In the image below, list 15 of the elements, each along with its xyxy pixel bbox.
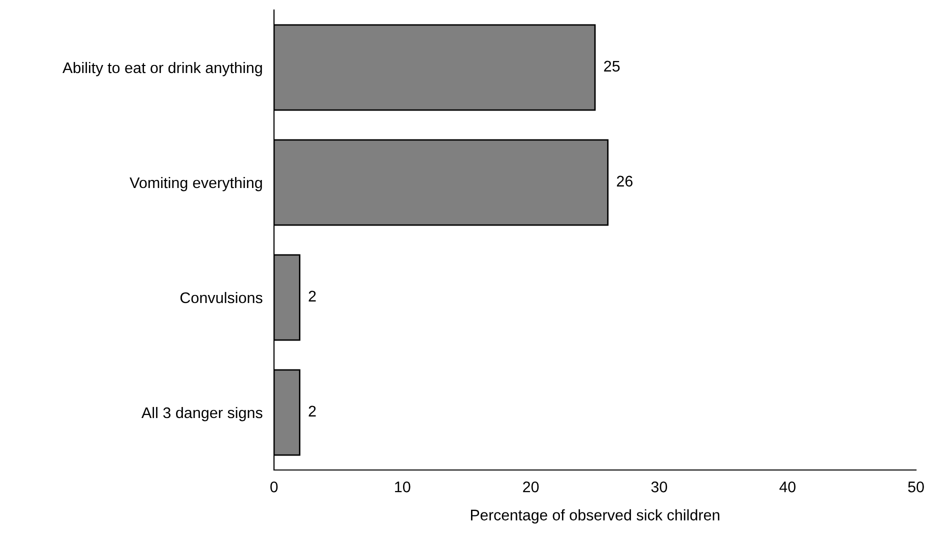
y-tick-label: Vomiting everything: [130, 176, 262, 192]
x-tick-label: 40: [779, 482, 796, 492]
x-tick-label: 20: [523, 482, 539, 492]
data-label: 25: [604, 60, 620, 72]
y-tick-label: Ability to eat or drink anything: [62, 62, 262, 76]
data-label: 26: [616, 176, 632, 187]
y-tick-label: All 3 danger signs: [141, 406, 262, 422]
data-label: 2: [308, 290, 316, 302]
x-tick-label: 30: [651, 482, 668, 492]
x-axis-title: Percentage of observed sick children: [471, 509, 720, 524]
data-label: 2: [308, 406, 316, 416]
x-tick-label: 50: [908, 482, 924, 492]
x-tick-label: 0: [270, 482, 278, 492]
x-tick-label: 10: [395, 482, 410, 492]
y-tick-label: Convulsions: [180, 292, 262, 304]
